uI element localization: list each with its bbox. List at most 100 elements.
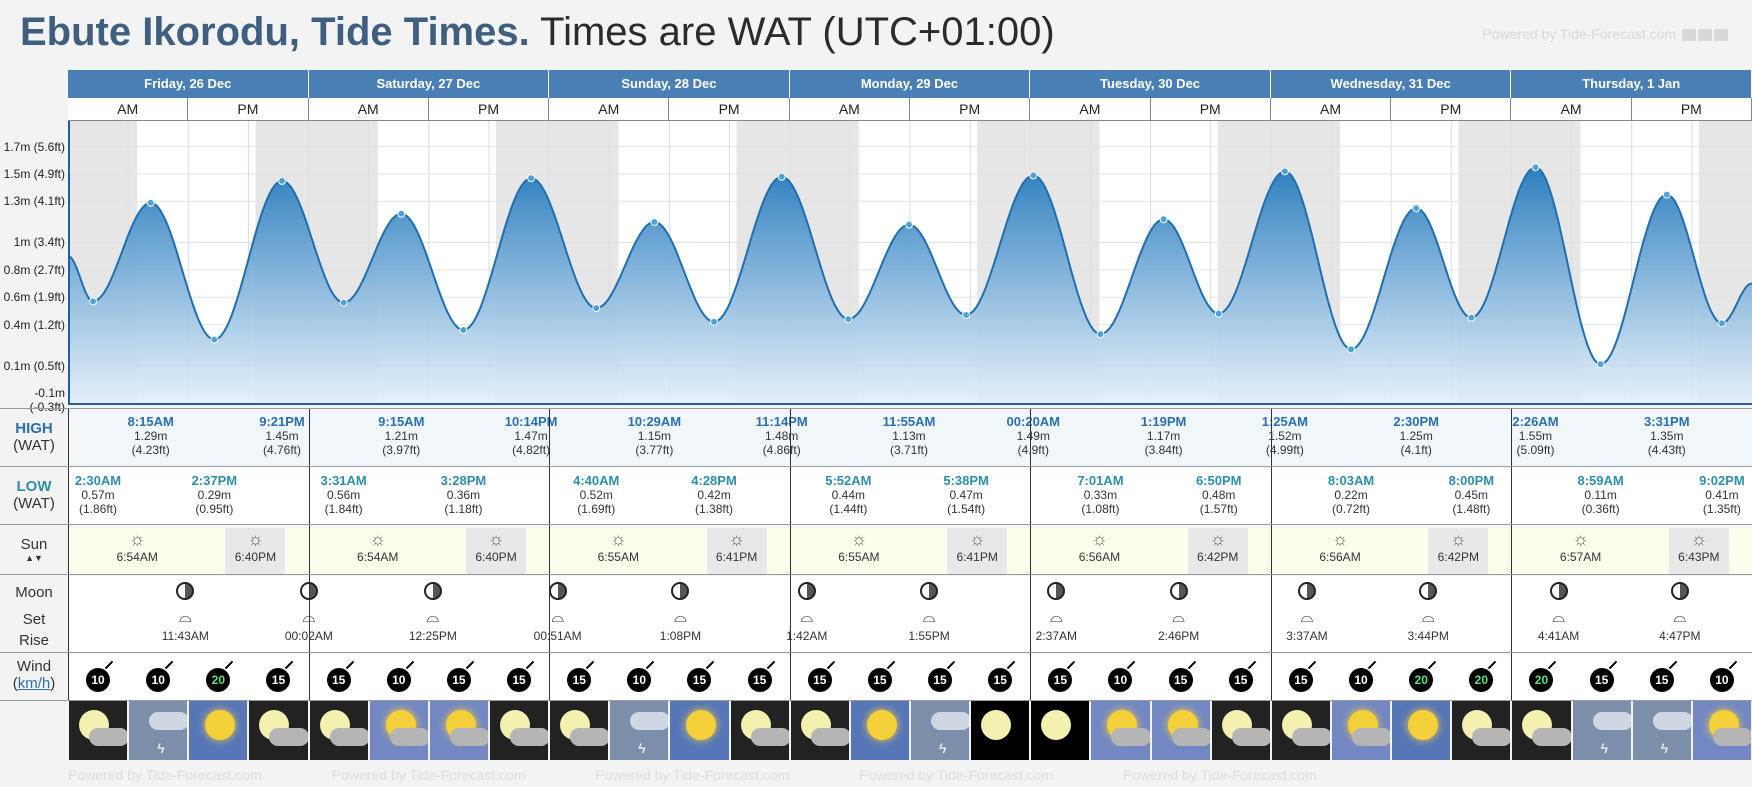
tide-feet: (3.84ft) xyxy=(1144,443,1183,457)
low-tide-cell: 8:59AM 0.11m (0.36ft) xyxy=(1571,474,1631,517)
tide-area xyxy=(68,167,1752,405)
tide-time: 00:20AM xyxy=(1006,414,1061,429)
tide-meters: 1.47m xyxy=(514,429,548,443)
day-header: Tuesday, 30 Dec xyxy=(1030,70,1271,98)
wind-arrow-icon: 15 xyxy=(928,668,953,692)
badge-icon xyxy=(1682,29,1696,42)
day-header: Sunday, 28 Dec xyxy=(549,70,790,98)
wind-arrow-icon: 15 xyxy=(1048,668,1073,692)
low-tide-cell: 3:31AM 0.56m (1.84ft) xyxy=(314,474,374,517)
sunrise-icon: ☼ xyxy=(369,529,386,549)
day-header: Monday, 29 Dec xyxy=(789,70,1031,98)
tide-feet: (4.99ft) xyxy=(1265,443,1304,457)
wind-arrow-icon: 20 xyxy=(1529,668,1554,692)
tide-feet: (0.36ft) xyxy=(1581,502,1620,516)
wind-arrow-icon: 15 xyxy=(1228,668,1253,692)
tide-time: 11:55AM xyxy=(882,414,936,429)
tide-feet: (1.84ft) xyxy=(324,502,363,516)
moonrise-cell: ⌓ 11:43AM xyxy=(155,576,215,652)
weather-sunny-icon xyxy=(1392,700,1451,760)
moonrise-time: 1:55PM xyxy=(908,629,950,643)
sunset-icon: ☼ xyxy=(1209,529,1226,549)
row-divider xyxy=(0,408,1752,409)
weather-cloudnight-icon xyxy=(309,700,368,760)
day-separator xyxy=(1270,408,1272,700)
row-divider xyxy=(0,652,1752,653)
moonrise-time: 1:08PM xyxy=(659,629,702,643)
tide-meters: 1.29m xyxy=(134,429,168,443)
moonrise-icon: ⌓ xyxy=(1050,609,1063,626)
tide-chart xyxy=(68,121,1752,405)
wind-cell: 15 xyxy=(1151,656,1211,698)
weather-cloudnight-icon xyxy=(490,700,549,760)
tide-meters: 0.33m xyxy=(1083,488,1118,502)
sunrise-cell: ☼ 6:57AM xyxy=(1551,528,1611,574)
moonrise-time: 3:37AM xyxy=(1286,629,1328,643)
tide-time: 3:31PM xyxy=(1644,414,1690,429)
tide-point xyxy=(777,172,786,181)
tide-point xyxy=(650,217,659,226)
high-tide-cell: 10:29AM 1.15m (3.77ft) xyxy=(624,414,684,458)
high-tide-cell: 8:15AM 1.29m (4.23ft) xyxy=(121,415,181,458)
tide-meters: 0.42m xyxy=(697,488,731,502)
tide-time: 10:29AM xyxy=(627,414,682,429)
tide-point xyxy=(1214,309,1223,318)
row-divider xyxy=(0,574,1752,575)
moonrise-time: 2:37AM xyxy=(1035,629,1078,643)
wind-arrow-icon: 15 xyxy=(1288,668,1313,692)
sun-label[interactable]: Sun ▲▼ xyxy=(20,536,48,563)
ampm-label: AM xyxy=(1030,98,1151,121)
tide-time: 11:14PM xyxy=(755,414,808,429)
ampm-label: AM xyxy=(68,98,189,121)
moonrise-icon: ⌓ xyxy=(1421,609,1435,626)
tide-point xyxy=(339,298,348,307)
high-tide-cell: 11:55AM 1.13m (3.71ft) xyxy=(879,414,939,458)
moon-phase-icon xyxy=(423,582,442,600)
tide-point xyxy=(1347,345,1356,354)
wind-arrow-icon: 10 xyxy=(386,668,411,692)
moon-phase-icon xyxy=(176,582,195,600)
wind-cell: 10 xyxy=(369,656,429,698)
moon-phase-icon xyxy=(920,582,939,600)
tide-feet: (3.71ft) xyxy=(889,443,928,457)
tide-meters: 1.48m xyxy=(765,429,799,443)
weather-partsun-icon xyxy=(1692,700,1751,760)
wind-arrow-icon: 10 xyxy=(1108,668,1133,692)
weather-cloudnight-icon xyxy=(1452,700,1511,760)
sunrise-cell: ☼ 6:55AM xyxy=(829,528,889,574)
low-label: LOW (WAT) xyxy=(13,478,55,512)
moonrise-icon: ⌓ xyxy=(800,609,814,626)
moonrise-cell: ⌓ 4:41AM xyxy=(1529,576,1589,652)
moonrise-cell: ⌓ 1:42AM xyxy=(777,576,837,652)
tide-meters: 1.35m xyxy=(1650,429,1684,443)
wind-cell: 15 xyxy=(489,656,549,698)
tide-time: 9:21PM xyxy=(259,414,305,429)
ampm-label: PM xyxy=(428,98,550,121)
tide-meters: 0.11m xyxy=(1584,488,1617,502)
tide-meters: 0.52m xyxy=(579,488,613,502)
low-tide-cell: 8:00PM 0.45m (1.48ft) xyxy=(1441,474,1501,517)
tide-point xyxy=(146,198,155,207)
tide-feet: (4.1ft) xyxy=(1400,443,1432,457)
tide-meters: 0.56m xyxy=(326,488,361,502)
tide-feet: (4.43ft) xyxy=(1647,443,1686,457)
powered-by-top[interactable]: Powered by Tide-Forecast.com xyxy=(1482,26,1728,42)
day-separator xyxy=(308,408,310,700)
sunrise-time: 6:57AM xyxy=(1559,550,1602,564)
moonrise-cell: ⌓ 2:46PM xyxy=(1149,576,1209,652)
tide-time: 2:37PM xyxy=(191,473,238,488)
tide-point xyxy=(1717,319,1726,328)
weather-storm-icon: ϟ xyxy=(1632,700,1691,760)
wind-cell: 15 xyxy=(1030,656,1090,698)
row-divider xyxy=(0,700,1752,701)
powered-by-bottom: Powered by Tide-Forecast.com Powered by T… xyxy=(68,767,1317,783)
weather-cloudnight-icon xyxy=(1211,700,1270,760)
sunset-icon: ☼ xyxy=(1690,529,1708,549)
sunset-cell: ☼ 6:43PM xyxy=(1668,528,1729,574)
day-separator xyxy=(549,408,551,700)
y-tick-label: 1m (3.4ft) xyxy=(13,235,65,250)
tide-meters: 1.17m xyxy=(1146,429,1181,443)
tide-meters: 0.48m xyxy=(1202,488,1236,502)
weather-night-icon xyxy=(971,700,1030,760)
wind-unit-link[interactable]: km/h xyxy=(17,675,51,692)
